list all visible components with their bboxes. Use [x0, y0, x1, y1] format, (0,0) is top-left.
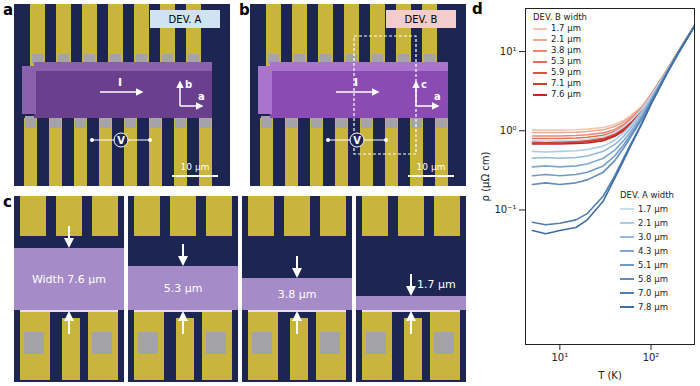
svg-text:b: b	[239, 1, 250, 19]
svg-text:3.8 μm: 3.8 μm	[278, 288, 317, 301]
svg-text:5.3 μm: 5.3 μm	[164, 282, 203, 295]
svg-text:c: c	[3, 193, 12, 211]
svg-text:I: I	[354, 76, 358, 89]
svg-text:DEV. B: DEV. B	[405, 14, 438, 25]
html-text:4.3 μm: 4.3 μm	[638, 246, 668, 256]
svg-text:Width 7.6 μm: Width 7.6 μm	[32, 273, 106, 286]
html-text:7.0 μm: 7.0 μm	[638, 288, 668, 298]
html-text:5.8 μm: 5.8 μm	[638, 274, 668, 284]
svg-text:V: V	[117, 135, 125, 146]
svg-text:I: I	[118, 76, 122, 89]
svg-text:10⁻¹: 10⁻¹	[494, 204, 516, 215]
svg-text:c: c	[421, 79, 427, 90]
svg-text:a: a	[3, 1, 13, 19]
svg-text:b: b	[185, 79, 192, 90]
svg-text:DEV. A: DEV. A	[169, 14, 202, 25]
html-text:7.6 μm: 7.6 μm	[551, 89, 581, 99]
svg-text:10 μm: 10 μm	[181, 162, 210, 172]
svg-text:10⁰: 10⁰	[500, 125, 517, 136]
html-text:1.7 μm: 1.7 μm	[551, 23, 581, 33]
html-text:DEV. A width: DEV. A width	[620, 190, 674, 200]
html-text:5.9 μm: 5.9 μm	[551, 67, 581, 77]
html-text:1.7 μm: 1.7 μm	[638, 204, 668, 214]
svg-text:ρ (μΩ cm): ρ (μΩ cm)	[480, 152, 491, 202]
html-text:d: d	[472, 0, 483, 18]
svg-text:1.7 μm: 1.7 μm	[417, 278, 456, 291]
html-text:3.0 μm: 3.0 μm	[638, 232, 668, 242]
html-text:2.1 μm: 2.1 μm	[551, 34, 581, 44]
svg-text:10¹: 10¹	[551, 352, 568, 363]
svg-text:a: a	[198, 91, 205, 102]
html-text:7.1 μm: 7.1 μm	[551, 78, 581, 88]
svg-text:10²: 10²	[643, 352, 660, 363]
html-text:7.8 μm: 7.8 μm	[638, 302, 668, 312]
svg-text:10¹: 10¹	[500, 46, 517, 57]
html-text:5.3 μm: 5.3 μm	[551, 56, 581, 66]
svg-text:10 μm: 10 μm	[417, 162, 446, 172]
svg-text:T (K): T (K)	[597, 370, 622, 381]
html-text:2.1 μm: 2.1 μm	[638, 218, 668, 228]
html-text:3.8 μm: 3.8 μm	[551, 45, 581, 55]
html-text:5.1 μm: 5.1 μm	[638, 260, 668, 270]
svg-text:a: a	[434, 91, 441, 102]
html-text:DEV. B width: DEV. B width	[533, 12, 587, 22]
svg-text:V: V	[353, 135, 361, 146]
